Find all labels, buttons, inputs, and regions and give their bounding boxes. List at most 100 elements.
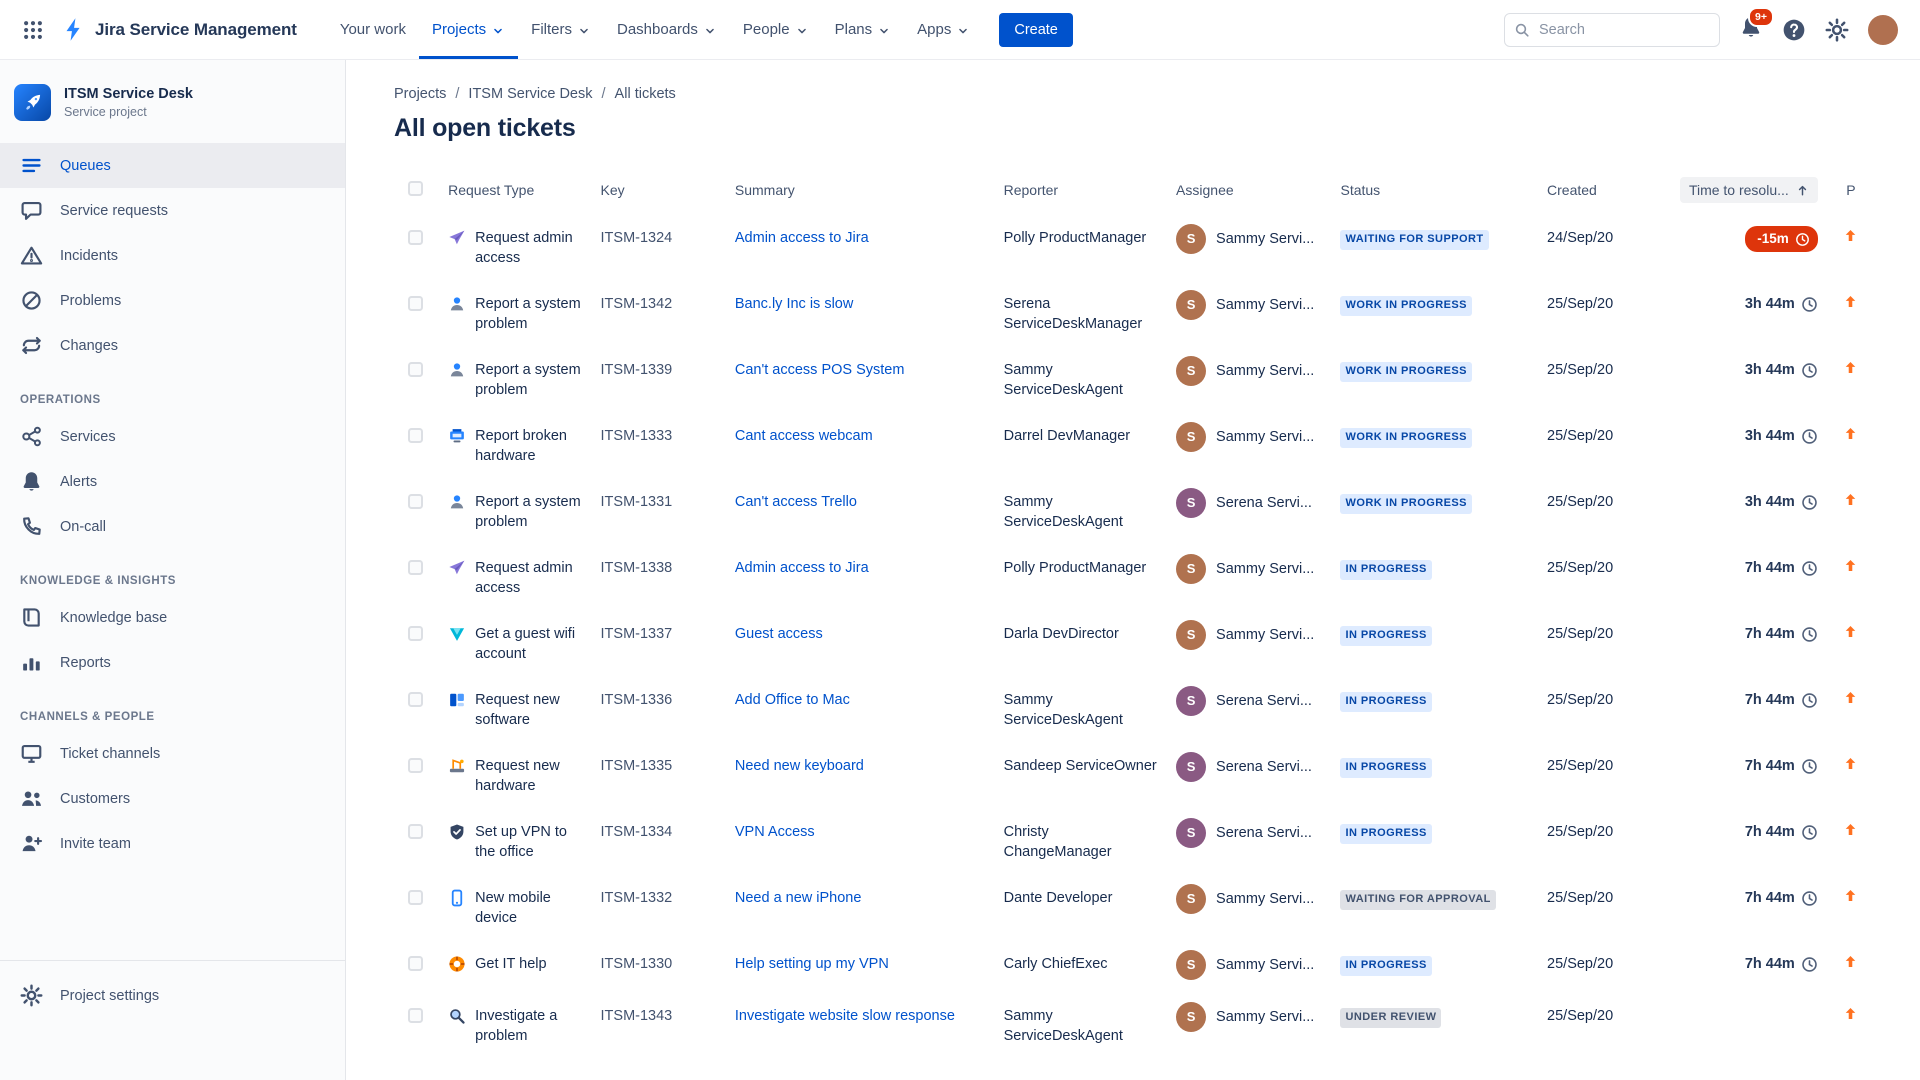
nav-item-projects[interactable]: Projects [419, 0, 518, 59]
sidebar-item-service-requests[interactable]: Service requests [0, 188, 345, 233]
table-row[interactable]: Report a system problem ITSM-1339 Can't ac… [394, 347, 1872, 413]
table-row[interactable]: New mobile device ITSM-1332 Need a new iPh… [394, 875, 1872, 941]
summary-link[interactable]: VPN Access [734, 824, 815, 840]
sidebar-item-alerts[interactable]: Alerts [0, 459, 345, 504]
summary-link[interactable]: Guest access [734, 626, 823, 642]
table-row[interactable]: Get IT help ITSM-1330 Help setting up my V… [394, 941, 1872, 993]
sidebar-item-ticket-channels[interactable]: Ticket channels [0, 731, 345, 776]
nav-item-people[interactable]: People [730, 0, 822, 59]
sidebar-item-label: Services [60, 428, 116, 445]
nav-item-plans[interactable]: Plans [822, 0, 905, 59]
table-row[interactable]: Request admin access ITSM-1324 Admin acces… [394, 215, 1872, 281]
nav-item-apps[interactable]: Apps [904, 0, 983, 59]
summary-link[interactable]: Cant access webcam [734, 428, 873, 444]
row-checkbox[interactable] [408, 890, 423, 905]
breadcrumb-link[interactable]: Projects [394, 86, 447, 102]
sort-control[interactable]: Time to resolu... [1679, 177, 1818, 203]
column-header-key[interactable]: Key [593, 169, 727, 215]
table-row[interactable]: Get a guest wifi account ITSM-1337 Guest a… [394, 611, 1872, 677]
row-checkbox[interactable] [408, 824, 423, 839]
sidebar-item-problems[interactable]: Problems [0, 278, 345, 323]
summary-link[interactable]: Admin access to Jira [734, 230, 869, 246]
nav-item-dashboards[interactable]: Dashboards [604, 0, 730, 59]
sort-up-icon [1796, 184, 1809, 197]
table-row[interactable]: Set up VPN to the office ITSM-1334 VPN Acc… [394, 809, 1872, 875]
row-checkbox[interactable] [408, 428, 423, 443]
table-row[interactable]: Report a system problem ITSM-1342 Banc.ly … [394, 281, 1872, 347]
column-header-reporter[interactable]: Reporter [996, 169, 1168, 215]
column-header-type[interactable]: Request Type [440, 169, 592, 215]
table-row[interactable]: Report broken hardware ITSM-1333 Cant acce… [394, 413, 1872, 479]
assignee-name: Serena Servi... [1216, 825, 1312, 841]
more-options-icon[interactable] [1850, 118, 1872, 140]
summary-link[interactable]: Admin access to Jira [734, 560, 869, 576]
nav-item-filters[interactable]: Filters [518, 0, 604, 59]
summary-link[interactable]: Can't access POS System [734, 362, 905, 378]
arrow-up-icon [1843, 360, 1858, 375]
sidebar-item-knowledge-base[interactable]: Knowledge base [0, 595, 345, 640]
gear-icon[interactable] [1825, 18, 1849, 42]
summary-link[interactable]: Need new keyboard [734, 758, 864, 774]
row-checkbox[interactable] [408, 230, 423, 245]
row-checkbox[interactable] [408, 692, 423, 707]
assignee-name: Sammy Servi... [1216, 957, 1315, 973]
chevron-down-icon [956, 24, 970, 38]
summary-link[interactable]: Need a new iPhone [734, 890, 862, 906]
favorite-star-icon[interactable] [1801, 118, 1823, 140]
summary-link[interactable]: Can't access Trello [734, 494, 857, 510]
notifications-button[interactable]: 9+ [1739, 7, 1774, 44]
column-header-time[interactable]: Time to resolu... [1669, 169, 1829, 215]
summary-link[interactable]: Add Office to Mac [734, 692, 850, 708]
row-checkbox[interactable] [408, 626, 423, 641]
summary-link[interactable]: Investigate website slow response [734, 1008, 955, 1024]
nav-item-your-work[interactable]: Your work [327, 0, 419, 59]
row-checkbox[interactable] [408, 560, 423, 575]
user-avatar[interactable] [1868, 14, 1898, 45]
summary-link[interactable]: Banc.ly Inc is slow [734, 296, 854, 312]
sidebar-item-invite-team[interactable]: Invite team [0, 821, 345, 866]
breadcrumb-link[interactable]: ITSM Service Desk [468, 86, 593, 102]
table-row[interactable]: Request admin access ITSM-1338 Admin acces… [394, 545, 1872, 611]
sla-breach-badge: -15m [1745, 226, 1818, 252]
nav-item-label: Apps [917, 21, 952, 38]
status-cell: IN PROGRESS [1332, 941, 1539, 993]
sidebar-item-on-call[interactable]: On-call [0, 504, 345, 549]
row-checkbox[interactable] [408, 494, 423, 509]
sidebar-item-reports[interactable]: Reports [0, 640, 345, 685]
time-to-resolution-cell: 3h 44m [1669, 281, 1829, 347]
create-button[interactable]: Create [999, 12, 1073, 47]
help-icon[interactable] [1782, 18, 1806, 42]
table-row[interactable]: Investigate a problem ITSM-1343 Investigat… [394, 993, 1872, 1059]
select-all-checkbox[interactable] [408, 181, 423, 196]
app-switcher-button[interactable] [14, 11, 52, 49]
column-header-created[interactable]: Created [1539, 169, 1669, 215]
column-header-assignee[interactable]: Assignee [1168, 169, 1332, 215]
row-checkbox[interactable] [408, 1008, 423, 1023]
sidebar-item-customers[interactable]: Customers [0, 776, 345, 821]
summary-link[interactable]: Help setting up my VPN [734, 956, 889, 972]
request-type-cell: Report a system problem [440, 479, 592, 545]
column-header-priority[interactable]: P [1830, 169, 1872, 215]
column-header-summary[interactable]: Summary [727, 169, 996, 215]
assignee-cell: S Sammy Servi... [1168, 611, 1332, 677]
row-checkbox[interactable] [408, 758, 423, 773]
sidebar-item-incidents[interactable]: Incidents [0, 233, 345, 278]
grid-icon [22, 19, 44, 41]
sidebar-item-queues[interactable]: Queues [0, 143, 345, 188]
sidebar-item-changes[interactable]: Changes [0, 323, 345, 368]
jira-home-link[interactable]: Jira Service Management [56, 12, 301, 47]
sla-time-value: 7h 44m [1744, 824, 1795, 840]
column-header-status[interactable]: Status [1332, 169, 1539, 215]
row-checkbox[interactable] [408, 362, 423, 377]
table-row[interactable]: Request new software ITSM-1336 Add Office … [394, 677, 1872, 743]
row-checkbox[interactable] [408, 296, 423, 311]
sidebar-item-services[interactable]: Services [0, 414, 345, 459]
row-checkbox[interactable] [408, 956, 423, 971]
table-row[interactable]: Report a system problem ITSM-1331 Can't ac… [394, 479, 1872, 545]
breadcrumb-link[interactable]: All tickets [614, 86, 676, 102]
sidebar-item-project-settings[interactable]: Project settings [0, 973, 345, 1018]
project-type: Service project [64, 105, 147, 119]
column-label: Key [600, 182, 625, 198]
search-input[interactable] [1504, 12, 1720, 47]
table-row[interactable]: Request new hardware ITSM-1335 Need new ke… [394, 743, 1872, 809]
